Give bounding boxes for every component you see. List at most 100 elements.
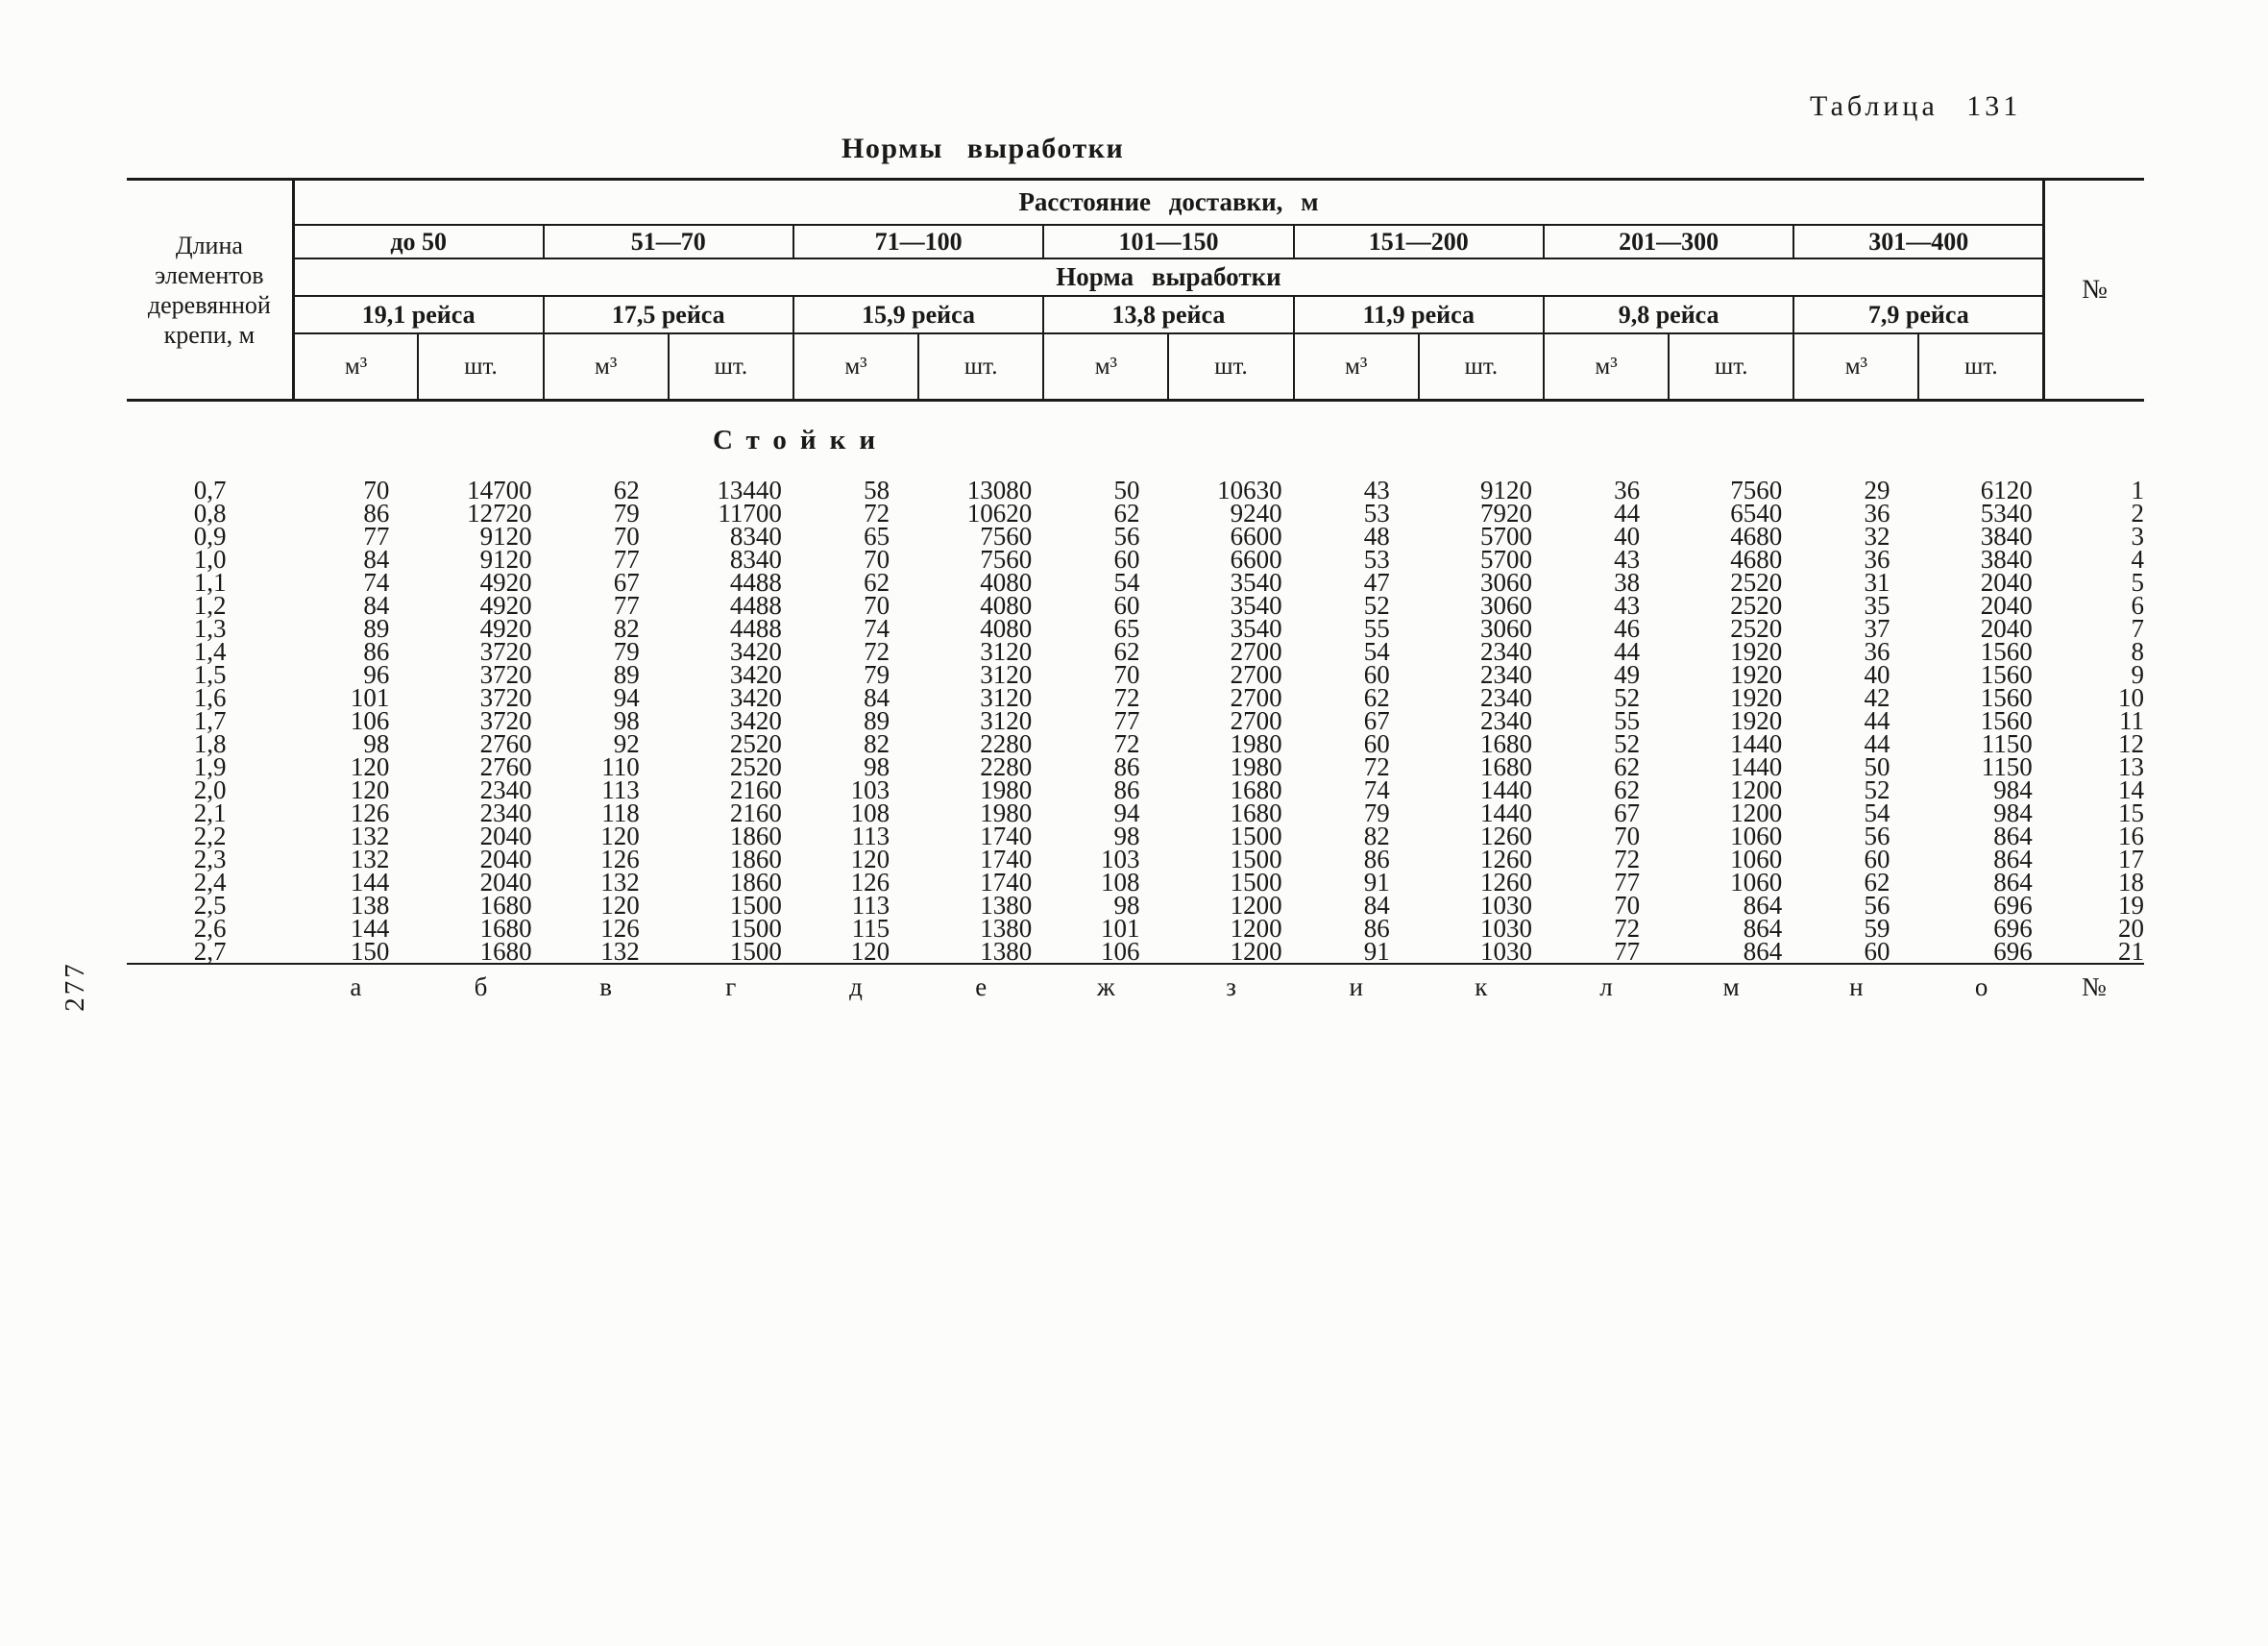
value-cell: 9120 (479, 545, 532, 574)
value-cell: 4680 (1730, 522, 1783, 551)
footer-empty-cell (127, 963, 294, 1009)
value-cell: 35 (1864, 591, 1890, 620)
value-cell: 89 (613, 660, 640, 689)
value-cell: 3120 (980, 683, 1033, 712)
value-cell: 101 (350, 683, 390, 712)
value-cell: 1380 (980, 937, 1033, 966)
norm-trips: 9,8 рейса (1543, 296, 1795, 334)
value-cell: 1980 (980, 798, 1033, 827)
column-letter: б (418, 963, 544, 1009)
unit-m3: м³ (293, 333, 420, 402)
value-cell: 1920 (1730, 706, 1783, 735)
value-cell: 94 (1113, 798, 1140, 827)
distance-range: 301—400 (1793, 225, 2044, 259)
value-cell: 3120 (980, 660, 1033, 689)
column-letter: о (1918, 963, 2044, 1009)
value-cell: 7920 (1479, 499, 1532, 528)
value-cell: 2520 (1730, 591, 1783, 620)
value-cell: 86 (363, 499, 390, 528)
value-cell: 53 (1363, 499, 1390, 528)
norm-header: Норма выработки (293, 258, 2044, 297)
value-cell: 120 (850, 845, 890, 873)
table-number-label: Таблица 131 (1810, 90, 2022, 122)
value-cell: 113 (851, 891, 890, 920)
table-row: 2,1 126 2340 118 2160 108 1980 94 1680 79 1440 67 12… (127, 798, 2144, 827)
value-cell: 6540 (1730, 499, 1783, 528)
value-cell: 4488 (729, 568, 782, 597)
value-cell: 3420 (729, 683, 782, 712)
value-cell: 98 (613, 706, 640, 735)
value-cell: 70 (864, 545, 890, 574)
value-cell: 42 (1864, 683, 1890, 712)
value-cell: 4680 (1730, 545, 1783, 574)
value-cell: 79 (1363, 798, 1390, 827)
value-cell: 70 (1614, 891, 1641, 920)
value-cell: 84 (864, 683, 890, 712)
column-letters-row: а б в г д е ж з и к л м н о № (127, 963, 2144, 1009)
value-cell: 2040 (1980, 568, 2033, 597)
value-cell: 82 (1363, 822, 1390, 850)
value-cell: 98 (363, 729, 390, 758)
value-cell: 2160 (729, 798, 782, 827)
value-cell: 29 (1864, 476, 1890, 504)
length-cell: 1,4 (193, 637, 227, 666)
value-cell: 126 (600, 914, 640, 943)
value-cell: 67 (1614, 798, 1641, 827)
value-cell: 1920 (1730, 660, 1783, 689)
unit-sht: шт. (1418, 333, 1545, 402)
table-body: Стойки 0,7 70 14700 62 13440 58 13080 50 10630 43… (127, 401, 2144, 965)
value-cell: 98 (1113, 822, 1140, 850)
value-cell: 2040 (479, 868, 532, 897)
value-cell: 1260 (1479, 822, 1532, 850)
value-cell: 864 (1993, 868, 2033, 897)
value-cell: 9120 (479, 522, 532, 551)
value-cell: 1380 (980, 914, 1033, 943)
value-cell: 1740 (980, 822, 1033, 850)
value-cell: 4080 (980, 591, 1033, 620)
row-number-cell: 20 (2118, 914, 2144, 943)
value-cell: 2340 (1479, 637, 1532, 666)
value-cell: 1380 (980, 891, 1033, 920)
value-cell: 2040 (1980, 591, 2033, 620)
value-cell: 864 (1743, 891, 1783, 920)
value-cell: 70 (1614, 822, 1641, 850)
value-cell: 2280 (980, 752, 1033, 781)
table-row: 1,8 98 2760 92 2520 82 2280 72 1980 60 1680 52 1440 4… (127, 729, 2144, 758)
value-cell: 6120 (1980, 476, 2033, 504)
units-row: м³ шт. м³ шт. м³ шт. м³ шт. м³ шт. м³ шт. м³ шт. (127, 333, 2144, 402)
value-cell: 1500 (729, 891, 782, 920)
table-row: 2,7 150 1680 132 1500 120 1380 106 1200 91 1030 77 8… (127, 937, 2144, 966)
table-row: 2,3 132 2040 126 1860 120 1740 103 1500 86 1260 72 1… (127, 845, 2144, 873)
value-cell: 4080 (980, 614, 1033, 643)
norm-trips: 19,1 рейса (293, 296, 545, 334)
row-number-cell: 5 (2131, 568, 2145, 597)
row-number-cell: 12 (2118, 729, 2144, 758)
row-number-cell: 11 (2119, 706, 2144, 735)
value-cell: 696 (1993, 891, 2033, 920)
table-row: 2,4 144 2040 132 1860 126 1740 108 1500 91 1260 77 1… (127, 868, 2144, 897)
value-cell: 98 (864, 752, 890, 781)
value-cell: 52 (1363, 591, 1390, 620)
value-cell: 72 (864, 637, 890, 666)
length-cell: 1,8 (193, 729, 227, 758)
table-row: 2,6 144 1680 126 1500 115 1380 101 1200 86 1030 72 8… (127, 914, 2144, 943)
column-letter: е (918, 963, 1044, 1009)
value-cell: 49 (1614, 660, 1641, 689)
value-cell: 62 (613, 476, 640, 504)
value-cell: 62 (1614, 752, 1641, 781)
unit-sht: шт. (668, 333, 794, 402)
value-cell: 67 (613, 568, 640, 597)
value-cell: 56 (1113, 522, 1140, 551)
table-row: 1,1 74 4920 67 4488 62 4080 54 3540 47 3060 38 2520 3… (127, 568, 2145, 597)
table-row: 1,7 106 3720 98 3420 89 3120 77 2700 67 2340 55 1920… (127, 706, 2144, 735)
value-cell: 3060 (1479, 614, 1532, 643)
value-cell: 52 (1614, 683, 1641, 712)
value-cell: 1200 (1730, 775, 1783, 804)
value-cell: 54 (1113, 568, 1140, 597)
value-cell: 2340 (1479, 706, 1532, 735)
value-cell: 120 (350, 752, 390, 781)
length-cell: 1,7 (193, 706, 227, 735)
value-cell: 1440 (1730, 729, 1783, 758)
value-cell: 3720 (479, 683, 532, 712)
